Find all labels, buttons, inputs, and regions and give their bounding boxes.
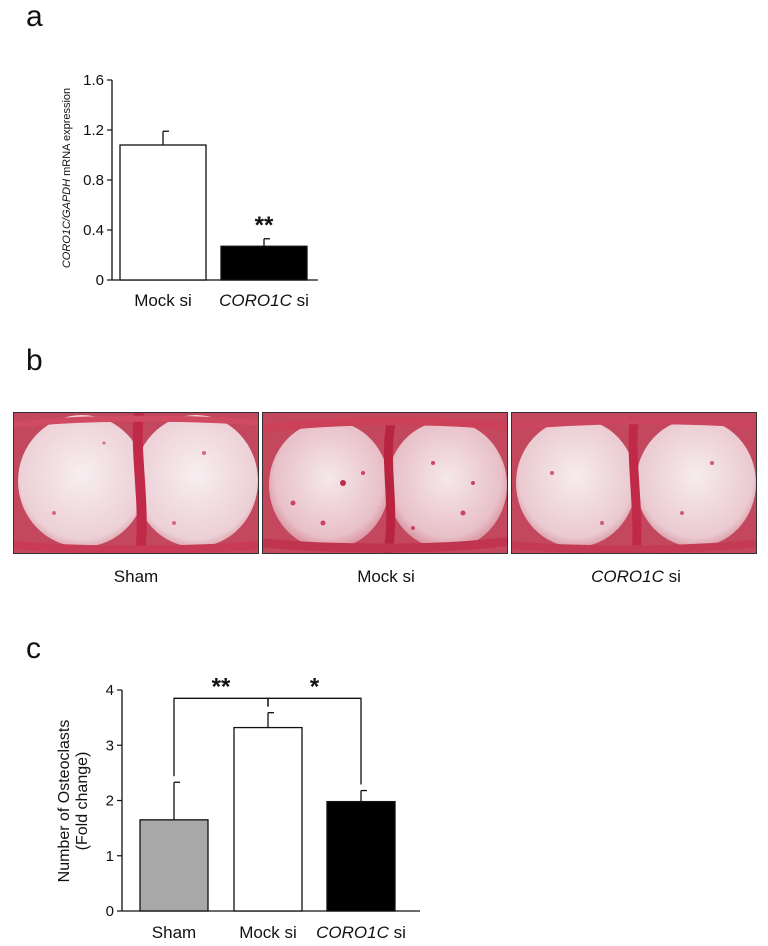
chart-a-ytick-label-1: 0.4: [83, 222, 104, 239]
photo-sham: [13, 412, 259, 554]
chart-c-ytick-label-3: 3: [106, 737, 114, 754]
chart-c-category-label-2: CORO1C si: [316, 923, 406, 942]
chart-c-ylabel-line-0: Number of Osteoclasts: [56, 720, 73, 883]
chart-c-category-label-1: Mock si: [239, 923, 297, 942]
photo-row: [13, 412, 757, 554]
calvaria-image-sham: [14, 413, 258, 553]
chart-c-ytick-label-4: 4: [106, 682, 114, 699]
calvaria-image-coro1c-si: [512, 413, 756, 553]
chart-a: 0 0.4 0.8 1.2 1.6 Mock si CORO1C si CORO1C/GAPD…: [61, 72, 318, 310]
chart-a-category-label-0-plain: Mock si: [134, 291, 192, 310]
chart-c-ytick-label-0: 0: [106, 903, 114, 920]
photo-label-coro1c-si-plain: si: [663, 567, 681, 586]
chart-c-category-label-0-plain: Sham: [152, 923, 196, 942]
photo-label-sham: Sham: [36, 567, 236, 587]
photo-mock-si: [262, 412, 508, 554]
panel-letter-b: b: [26, 344, 43, 377]
chart-a-ytick-label-4: 1.6: [83, 72, 104, 89]
chart-a-ylabel: CORO1C/GAPDH mRNA expression: [61, 88, 73, 268]
chart-a-ytick-label-2: 0.8: [83, 172, 104, 189]
panel-letter-a: a: [26, 0, 43, 33]
chart-c-ylabel-line-1: (Fold change): [74, 752, 91, 851]
photo-coro1c-si: [511, 412, 757, 554]
chart-a-ytick-label-0: 0: [96, 272, 104, 289]
chart-a-bar-1: [220, 245, 308, 281]
chart-a-category-label-1: CORO1C si: [219, 291, 309, 310]
chart-c-significance-1: *: [310, 673, 320, 700]
chart-c-bar-2: [326, 800, 396, 912]
chart-c-significance-0: **: [212, 673, 231, 700]
chart-a-ylabel-plain: mRNA expression: [61, 88, 73, 179]
chart-c-bracket-1: [267, 697, 362, 785]
photo-label-coro1c-si-italic: CORO1C: [591, 567, 664, 586]
chart-c-category-label-1-plain: Mock si: [239, 923, 297, 942]
chart-c-category-label-0: Sham: [152, 923, 196, 942]
photo-label-mock-si-text: Mock si: [357, 567, 415, 586]
chart-a-ylabel-italic: CORO1C/GAPDH: [61, 179, 73, 268]
chart-a-category-label-1-italic: CORO1C: [219, 291, 292, 310]
chart-a-category-label-0: Mock si: [134, 291, 192, 310]
chart-c-bar-1: [233, 726, 303, 912]
chart-c: 0 1 2 3 4 Sham Mock si CORO1C si Number of Osteo…: [56, 673, 420, 942]
chart-a-ytick-label-3: 1.2: [83, 122, 104, 139]
photo-label-mock-si: Mock si: [286, 567, 486, 587]
chart-c-ytick-label-1: 1: [106, 848, 114, 865]
chart-c-category-label-2-plain: si: [389, 923, 406, 942]
photo-label-coro1c-si: CORO1C si: [536, 567, 736, 587]
chart-c-category-label-2-italic: CORO1C: [316, 923, 389, 942]
panel-letter-c: c: [26, 632, 41, 665]
calvaria-image-mock-si: [263, 413, 507, 553]
photo-label-sham-text: Sham: [113, 567, 159, 586]
chart-a-significance-0: **: [255, 212, 274, 239]
chart-a-category-label-1-plain: si: [292, 291, 309, 310]
chart-a-bar-0: [119, 144, 207, 281]
chart-c-ytick-label-2: 2: [106, 793, 114, 810]
chart-c-bar-0: [139, 819, 209, 912]
